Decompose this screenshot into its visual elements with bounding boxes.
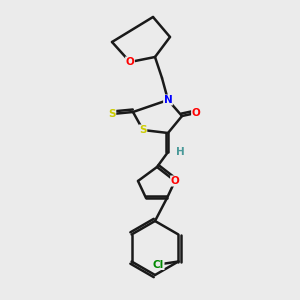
Text: O: O xyxy=(126,57,134,67)
Text: O: O xyxy=(171,176,179,186)
Text: H: H xyxy=(176,147,184,157)
Text: O: O xyxy=(192,108,200,118)
Text: S: S xyxy=(139,125,147,135)
Text: Cl: Cl xyxy=(153,260,164,269)
Text: N: N xyxy=(164,95,172,105)
Text: S: S xyxy=(108,109,116,119)
